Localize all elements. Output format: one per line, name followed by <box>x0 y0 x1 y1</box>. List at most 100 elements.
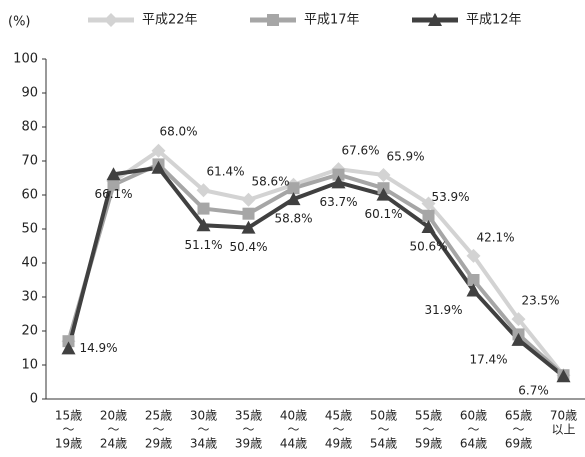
marker <box>376 187 391 201</box>
value-label: 42.1% <box>476 230 514 244</box>
marker <box>421 196 436 211</box>
marker <box>511 312 526 327</box>
x-tick-label: ～ <box>242 423 254 437</box>
series-line <box>66 165 565 378</box>
marker <box>467 274 480 286</box>
marker <box>556 369 571 383</box>
x-tick-label: 55歳 <box>415 409 442 423</box>
y-tick-label: 10 <box>21 358 38 373</box>
x-tick-label: 25歳 <box>145 409 172 423</box>
x-tick-label: ～ <box>197 423 209 437</box>
x-tick-label: 49歳 <box>325 437 352 451</box>
marker <box>466 283 481 297</box>
x-tick-label: 20歳 <box>100 409 127 423</box>
marker <box>196 218 211 232</box>
marker <box>287 182 300 195</box>
value-label: 61.4% <box>206 165 244 179</box>
value-label: 23.5% <box>521 294 559 308</box>
marker <box>196 183 211 198</box>
value-label: 58.8% <box>274 212 312 226</box>
marker <box>107 178 120 191</box>
value-label: 51.1% <box>184 238 222 252</box>
marker <box>376 167 391 182</box>
x-tick-label: 54歳 <box>370 437 397 451</box>
x-tick-label: ～ <box>332 423 344 437</box>
value-label: 58.6% <box>251 174 289 188</box>
x-tick-label: ～ <box>107 423 119 437</box>
series-line <box>66 162 565 377</box>
y-tick-label: 20 <box>21 324 38 339</box>
value-label: 67.6% <box>341 144 379 158</box>
value-label: 63.7% <box>319 195 357 209</box>
legend-label: 平成12年 <box>466 13 522 28</box>
marker <box>62 335 75 348</box>
x-tick-label: 39歳 <box>235 437 262 451</box>
x-tick-label: 19歳 <box>55 437 82 451</box>
y-axis-label: (%) <box>8 15 31 30</box>
marker <box>106 167 121 181</box>
value-label: 17.4% <box>469 352 507 366</box>
marker <box>421 219 436 233</box>
x-tick-label: ～ <box>152 423 164 437</box>
x-tick-label: ～ <box>512 423 524 437</box>
x-tick-label: 64歳 <box>460 437 487 451</box>
y-tick-label: 60 <box>21 188 38 203</box>
marker <box>466 248 481 263</box>
marker <box>151 143 166 158</box>
x-tick-label: 69歳 <box>505 437 532 451</box>
x-tick-label: 44歳 <box>280 437 307 451</box>
x-tick-label: 24歳 <box>100 437 127 451</box>
x-tick-label: 60歳 <box>460 409 487 423</box>
value-label: 14.9% <box>79 341 117 355</box>
x-tick-label: 34歳 <box>190 437 217 451</box>
y-tick-label: 50 <box>21 222 38 237</box>
series-line <box>66 148 566 377</box>
x-tick-label: 15歳 <box>55 409 82 423</box>
marker <box>242 207 255 220</box>
legend-label: 平成22年 <box>142 13 198 28</box>
y-tick-label: 100 <box>13 52 38 67</box>
x-tick-label: 50歳 <box>370 409 397 423</box>
y-tick-label: 30 <box>21 290 38 305</box>
marker <box>286 192 301 206</box>
marker <box>511 332 526 346</box>
y-tick-label: 80 <box>21 120 38 135</box>
x-tick-label: ～ <box>467 423 479 437</box>
value-label: 50.4% <box>229 240 267 254</box>
marker <box>331 175 346 189</box>
marker <box>104 13 118 27</box>
marker <box>267 14 279 26</box>
value-label: 68.0% <box>159 124 197 138</box>
x-tick-label: 29歳 <box>145 437 172 451</box>
y-tick-label: 90 <box>21 86 38 101</box>
marker <box>197 202 210 215</box>
x-tick-label: 59歳 <box>415 437 442 451</box>
value-label: 50.6% <box>409 239 447 253</box>
marker <box>332 168 345 181</box>
marker <box>428 13 442 26</box>
x-tick-label: ～ <box>377 423 389 437</box>
x-tick-label: ～ <box>62 423 74 437</box>
x-tick-label: 40歳 <box>280 409 307 423</box>
x-tick-label: 30歳 <box>190 409 217 423</box>
value-label: 60.1% <box>364 207 402 221</box>
marker <box>241 192 256 207</box>
legend-label: 平成17年 <box>304 13 360 28</box>
value-label: 53.9% <box>431 190 469 204</box>
value-label: 6.7% <box>518 384 549 398</box>
x-tick-label: 65歳 <box>505 409 532 423</box>
marker <box>422 209 435 222</box>
value-label: 65.9% <box>386 149 424 163</box>
x-tick-label: ～ <box>287 423 299 437</box>
marker <box>151 160 166 174</box>
value-label: 31.9% <box>424 303 462 317</box>
y-tick-label: 70 <box>21 154 38 169</box>
y-tick-label: 40 <box>21 256 38 271</box>
x-tick-label: 以上 <box>551 423 575 437</box>
x-tick-label: ～ <box>422 423 434 437</box>
y-tick-label: 0 <box>30 392 38 407</box>
marker <box>61 341 76 355</box>
x-tick-label: 35歳 <box>235 409 262 423</box>
marker <box>241 220 256 234</box>
